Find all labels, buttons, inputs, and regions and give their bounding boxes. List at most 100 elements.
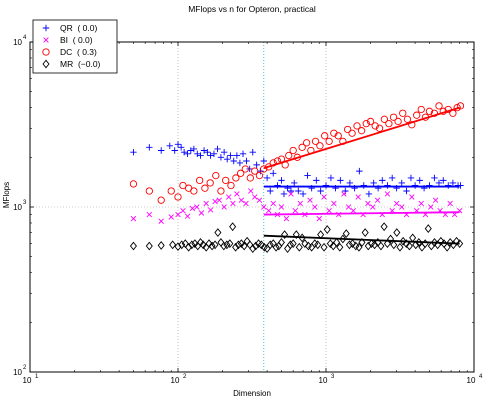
bi-point xyxy=(288,191,294,197)
x-tick-exponent: 1 xyxy=(35,374,39,380)
mr-point xyxy=(229,222,237,232)
dc-point xyxy=(385,120,393,128)
bi-point xyxy=(370,204,376,210)
qr-point xyxy=(356,167,363,175)
mr-point xyxy=(205,239,213,249)
mr-point xyxy=(453,236,461,246)
qr-point xyxy=(233,152,241,159)
bi-point xyxy=(184,213,191,219)
bi-point xyxy=(341,191,347,197)
qr-point xyxy=(295,187,302,195)
x-axis-label: Dimension xyxy=(233,389,271,398)
dc-point xyxy=(157,196,165,204)
bi-point xyxy=(225,194,232,200)
qr-point xyxy=(253,161,260,169)
dc-point xyxy=(394,117,402,126)
dc-fit-line xyxy=(263,106,460,169)
mr-point xyxy=(272,242,280,252)
x-tick-label: 10 xyxy=(171,376,180,385)
dc-point xyxy=(348,129,356,137)
dc-point xyxy=(456,102,465,110)
dc-point xyxy=(302,139,311,147)
dc-point xyxy=(129,180,138,188)
dc-point xyxy=(316,142,324,150)
mr-point xyxy=(326,239,334,249)
bi-point xyxy=(212,198,218,205)
qr-point xyxy=(190,145,198,153)
bi-point xyxy=(345,204,352,210)
mr-point xyxy=(266,240,274,250)
dc-point xyxy=(413,111,421,119)
series-qr xyxy=(130,141,464,198)
mr-point xyxy=(169,240,177,250)
bi-point xyxy=(248,188,254,194)
x-tick-exponent: 4 xyxy=(479,374,483,380)
axis-ticks: 10 1 10 2 10 3 10 410 210 310 4 xyxy=(13,35,483,385)
mr-point xyxy=(157,241,165,250)
mr-point xyxy=(240,241,248,251)
mr-fit-line xyxy=(263,234,460,245)
qr-point xyxy=(270,170,277,177)
qr-point xyxy=(445,182,452,189)
mr-point xyxy=(339,234,347,244)
mr-point xyxy=(220,241,228,251)
qr-point xyxy=(327,174,335,182)
mr-point xyxy=(399,236,407,246)
bi-point xyxy=(243,200,249,207)
legend-box xyxy=(32,19,118,74)
mr-point xyxy=(281,230,289,240)
qr-point xyxy=(388,174,396,182)
mr-point xyxy=(336,242,344,252)
dc-point xyxy=(325,137,333,145)
bi-point xyxy=(203,200,209,207)
qr-point xyxy=(187,147,194,154)
qr-point xyxy=(287,187,295,195)
bi-fit-line xyxy=(263,211,460,216)
bi-point xyxy=(189,205,196,212)
qr-point xyxy=(449,179,457,187)
mr-point xyxy=(232,242,240,252)
mr-point xyxy=(188,240,196,250)
y-tick-label: 10 xyxy=(13,368,22,377)
bi-point xyxy=(130,215,137,222)
qr-point xyxy=(214,145,221,153)
mr-point xyxy=(443,242,451,252)
mr-point xyxy=(314,240,322,250)
bi-point xyxy=(350,207,357,214)
mr-point xyxy=(383,239,391,249)
dc-point xyxy=(435,102,443,110)
mr-point xyxy=(437,236,445,246)
mr-point xyxy=(249,244,257,253)
mr-point xyxy=(333,238,341,247)
dc-point xyxy=(260,165,268,173)
qr-point xyxy=(158,147,165,154)
qr-point xyxy=(267,187,274,195)
dc-point xyxy=(222,176,230,185)
bi-point xyxy=(384,191,391,197)
dc-point xyxy=(236,169,245,177)
dc-point xyxy=(425,107,434,115)
dc-point xyxy=(285,151,293,160)
bi-point xyxy=(331,200,337,207)
qr-point xyxy=(440,177,447,184)
mr-point xyxy=(197,238,205,247)
bi-point xyxy=(399,204,405,210)
bi-point xyxy=(321,194,327,200)
bi-point xyxy=(146,211,153,218)
dc-point xyxy=(241,165,249,173)
plot-data xyxy=(129,102,465,253)
mr-point xyxy=(364,241,372,251)
dc-point xyxy=(371,122,379,130)
qr-point xyxy=(346,179,354,187)
dc-point xyxy=(321,132,329,140)
qr-point xyxy=(416,177,423,184)
mr-point xyxy=(390,240,398,250)
mr-point xyxy=(208,241,216,251)
legend-label-bi: BI ( 0.0) xyxy=(60,35,93,45)
legend-label-mr: MR (−0.0) xyxy=(60,59,101,69)
mr-point xyxy=(277,238,285,247)
mr-point xyxy=(393,228,401,237)
bi-point xyxy=(307,197,313,203)
mr-point xyxy=(234,240,242,250)
bi-point xyxy=(292,207,298,214)
